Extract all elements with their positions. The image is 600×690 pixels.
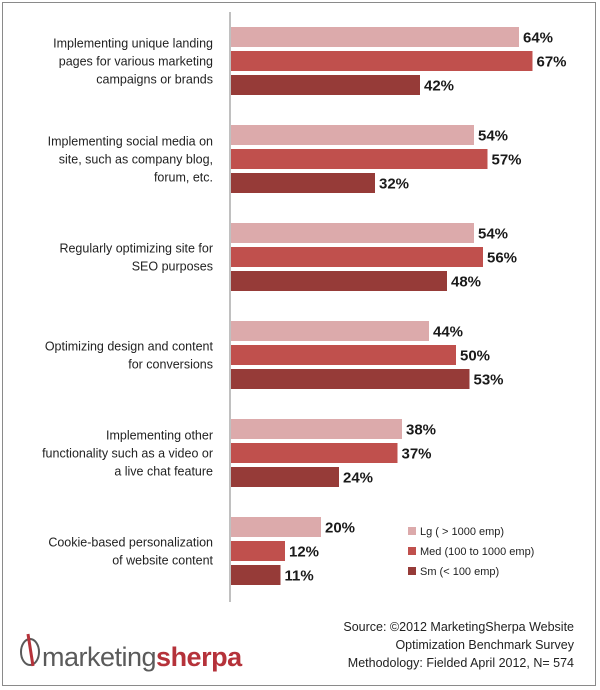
bar — [231, 173, 375, 193]
source-note: Source: ©2012 MarketingSherpa Website Op… — [274, 618, 574, 672]
bar — [231, 345, 456, 365]
category-label: Implementing social media on — [48, 135, 213, 149]
category-label: a live chat feature — [114, 465, 213, 479]
legend-swatch — [408, 527, 416, 535]
category-label: SEO purposes — [132, 260, 213, 274]
bar — [231, 271, 447, 291]
data-label: 56% — [487, 250, 517, 267]
marketingsherpa-logo: marketingsherpa — [20, 642, 242, 673]
category-label: Implementing other — [106, 429, 213, 443]
data-label: 53% — [474, 372, 504, 389]
data-label: 20% — [325, 520, 355, 537]
logo-text-marketing: marketing — [42, 642, 157, 672]
bar — [231, 517, 321, 537]
footer: marketingsherpa Source: ©2012 MarketingS… — [0, 612, 600, 690]
data-label: 64% — [523, 30, 553, 47]
legend-label: Lg ( > 1000 emp) — [420, 526, 504, 538]
bar — [231, 541, 285, 561]
data-label: 54% — [478, 226, 508, 243]
category-label: site, such as company blog, — [59, 153, 213, 167]
bar — [231, 247, 483, 267]
category-label: Implementing unique landing — [53, 37, 213, 51]
category-label: forum, etc. — [154, 171, 213, 185]
legend-swatch — [408, 567, 416, 575]
bar — [231, 369, 470, 389]
source-line: Optimization Benchmark Survey — [395, 638, 574, 652]
bar — [231, 125, 474, 145]
data-label: 48% — [451, 274, 481, 291]
category-label: pages for various marketing — [59, 55, 213, 69]
bar — [231, 51, 533, 71]
bar — [231, 27, 519, 47]
category-label: functionality such as a video or — [42, 447, 213, 461]
bar — [231, 443, 398, 463]
source-line: Source: ©2012 MarketingSherpa Website — [343, 620, 574, 634]
data-label: 54% — [478, 128, 508, 145]
marketingsherpa-logo-mark — [20, 633, 40, 667]
data-label: 57% — [492, 152, 522, 169]
data-label: 32% — [379, 176, 409, 193]
bar-chart: Implementing unique landing pages for var… — [42, 12, 567, 602]
bar — [231, 565, 281, 585]
data-label: 12% — [289, 544, 319, 561]
data-label: 38% — [406, 422, 436, 439]
legend-label: Sm (< 100 emp) — [420, 566, 499, 578]
bar — [231, 75, 420, 95]
bar — [231, 223, 474, 243]
category-label: Regularly optimizing site for — [59, 242, 213, 256]
bar — [231, 149, 488, 169]
data-label: 50% — [460, 348, 490, 365]
legend-swatch — [408, 547, 416, 555]
data-label: 24% — [343, 470, 373, 487]
bar — [231, 321, 429, 341]
category-label: of website content — [112, 554, 213, 568]
bar — [231, 467, 339, 487]
bar — [231, 419, 402, 439]
category-label: Cookie-based personalization — [48, 536, 213, 550]
category-label: Optimizing design and content — [45, 340, 214, 354]
category-label: for conversions — [128, 358, 213, 372]
category-label: campaigns or brands — [96, 73, 213, 87]
data-label: 42% — [424, 78, 454, 95]
data-label: 67% — [537, 54, 567, 71]
legend-label: Med (100 to 1000 emp) — [420, 546, 534, 558]
data-label: 44% — [433, 324, 463, 341]
data-label: 37% — [402, 446, 432, 463]
logo-text-sherpa: sherpa — [156, 642, 242, 672]
source-line: Methodology: Fielded April 2012, N= 574 — [347, 656, 574, 670]
data-label: 11% — [285, 568, 314, 585]
